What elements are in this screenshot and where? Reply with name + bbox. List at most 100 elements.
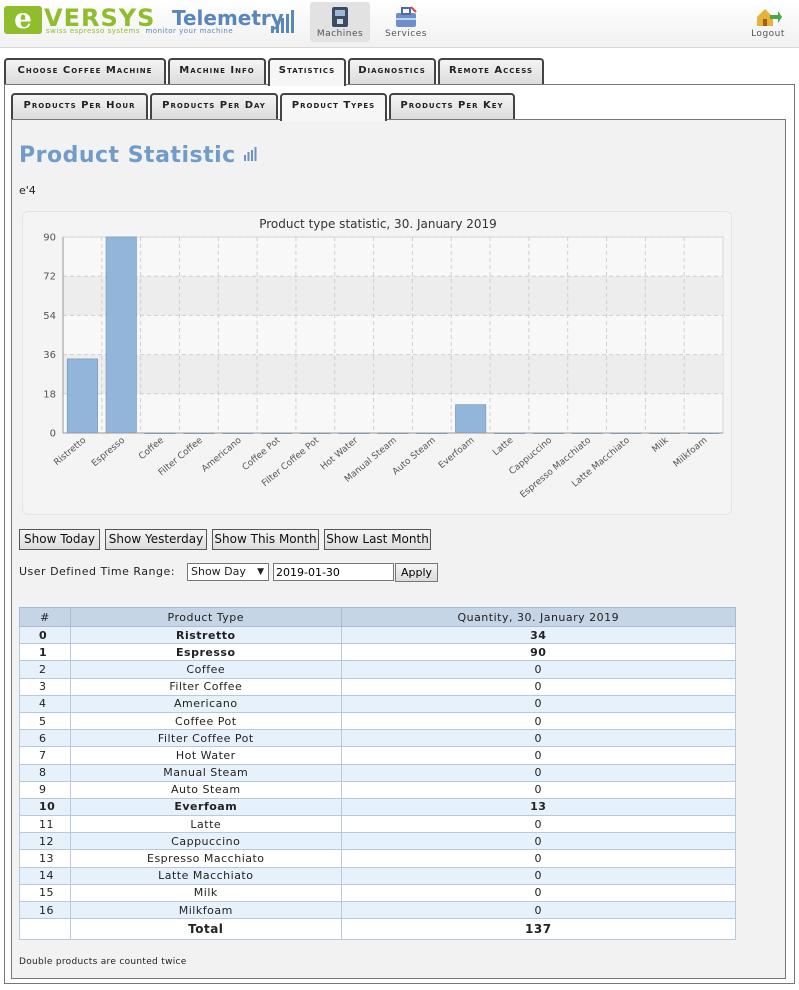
table-row: 12 Cappuccino 0 [19, 832, 737, 851]
product-stats-table: # Product Type Quantity, 30. January 201… [19, 607, 737, 941]
row-product-type: Espresso Macchiato [69, 849, 342, 868]
row-quantity: 0 [340, 780, 737, 799]
row-product-type: Filter Coffee [69, 677, 342, 696]
bar-chart-icon [244, 147, 257, 161]
nav-logout[interactable]: Logout [738, 2, 798, 42]
total-index-empty [19, 918, 71, 941]
logo-versys: VERSYS [44, 4, 156, 32]
total-label: Total [69, 918, 342, 941]
nav-machines-label: Machines [316, 29, 364, 39]
range-mode-value: Show Day [191, 565, 246, 578]
row-index: 7 [19, 746, 71, 765]
row-quantity: 0 [340, 763, 737, 782]
table-row: 16 Milkfoam 0 [19, 900, 737, 920]
row-product-type: Filter Coffee Pot [69, 729, 342, 748]
row-product-type: Coffee [69, 660, 342, 679]
x-tick-label: Everfoam [437, 436, 477, 471]
show-yesterday-button[interactable]: Show Yesterday [105, 529, 207, 550]
row-quantity: 34 [340, 625, 737, 645]
row-product-type: Ristretto [69, 625, 342, 645]
show-last-month-button[interactable]: Show Last Month [324, 529, 431, 550]
nav-services[interactable]: Services [376, 2, 436, 42]
col-header-index: # [19, 607, 71, 627]
apply-button[interactable]: Apply [395, 563, 438, 582]
row-product-type: Americano [69, 694, 342, 713]
machine-name: e'4 [19, 184, 36, 197]
row-quantity: 0 [340, 849, 737, 868]
row-quantity: 13 [340, 797, 737, 817]
row-product-type: Manual Steam [69, 763, 342, 782]
row-index: 5 [19, 711, 71, 731]
x-tick-label: Espresso Macchiato [519, 435, 594, 500]
top-bar: e VERSYS Telemetry swiss espresso system… [0, 0, 799, 48]
y-tick-label: 72 [43, 272, 56, 283]
row-index: 13 [19, 849, 71, 868]
x-tick-label: Milkfoam [672, 436, 710, 470]
nav-logout-label: Logout [751, 29, 785, 39]
show-today-button[interactable]: Show Today [19, 529, 100, 550]
table-row: 10 Everfoam 13 [19, 797, 737, 817]
row-product-type: Hot Water [69, 746, 342, 765]
x-tick-label: Latte [491, 435, 515, 458]
nav-machines[interactable]: Machines [310, 2, 370, 42]
row-product-type: Coffee Pot [69, 711, 342, 731]
table-row: 15 Milk 0 [19, 883, 737, 903]
date-input[interactable] [273, 563, 394, 581]
row-index: 11 [19, 815, 71, 834]
grid-band [63, 276, 723, 316]
row-quantity: 0 [340, 815, 737, 834]
row-product-type: Latte [69, 815, 342, 834]
y-tick-label: 36 [43, 350, 56, 361]
tab-diagnostics[interactable]: Diagnostics [348, 58, 436, 84]
logo-e: e [4, 5, 42, 34]
row-index: 14 [19, 866, 71, 885]
row-quantity: 0 [340, 660, 737, 679]
row-quantity: 0 [340, 900, 737, 920]
row-product-type: Cappuccino [69, 832, 342, 851]
tab-products-per-hour[interactable]: Products Per Hour [11, 93, 148, 119]
tab-statistics[interactable]: Statistics [268, 58, 346, 86]
coffee-machine-icon [332, 7, 348, 27]
table-total-row: Total 137 [19, 918, 737, 941]
row-index: 8 [19, 763, 71, 782]
tab-remote-access[interactable]: Remote Access [438, 58, 544, 84]
row-product-type: Everfoam [69, 797, 342, 817]
x-tick-label: Milk [650, 435, 671, 455]
table-row: 2 Coffee 0 [19, 660, 737, 679]
row-index: 12 [19, 832, 71, 851]
tab-choose-coffee-machine[interactable]: Choose Coffee Machine [4, 58, 166, 84]
grid-band [63, 354, 723, 394]
row-quantity: 0 [340, 729, 737, 748]
row-index: 16 [19, 900, 71, 920]
tab-machine-info[interactable]: Machine Info [168, 58, 266, 84]
nav-services-label: Services [385, 29, 427, 39]
row-quantity: 0 [340, 746, 737, 765]
y-tick-label: 54 [43, 311, 56, 322]
row-product-type: Milkfoam [69, 900, 342, 920]
show-this-month-button[interactable]: Show This Month [212, 529, 319, 550]
tab-products-per-day[interactable]: Products Per Day [150, 93, 278, 119]
row-quantity: 0 [340, 677, 737, 696]
tab-products-per-key[interactable]: Products Per Key [389, 93, 515, 119]
row-quantity: 0 [340, 694, 737, 713]
signal-bars-icon [271, 10, 294, 33]
col-header-quantity: Quantity, 30. January 2019 [340, 607, 737, 627]
tab-product-types[interactable]: Product Types [280, 93, 387, 121]
row-index: 10 [19, 797, 71, 817]
y-tick-label: 90 [43, 233, 56, 244]
row-product-type: Espresso [69, 643, 342, 662]
row-quantity: 90 [340, 643, 737, 662]
col-header-product-type: Product Type [69, 607, 342, 627]
chart-title: Product type statistic, 30. January 2019 [259, 217, 497, 231]
x-tick-label: Americano [200, 435, 244, 474]
product-type-chart: Product type statistic, 30. January 2019… [22, 211, 732, 515]
range-mode-select[interactable]: Show Day ▼ [187, 563, 269, 581]
bar-ristretto [66, 358, 98, 434]
table-row: 4 Americano 0 [19, 694, 737, 713]
row-index: 2 [19, 660, 71, 679]
table-row: 13 Espresso Macchiato 0 [19, 849, 737, 868]
table-row: 11 Latte 0 [19, 815, 737, 834]
bar-espresso [105, 236, 137, 434]
table-row: 8 Manual Steam 0 [19, 763, 737, 782]
